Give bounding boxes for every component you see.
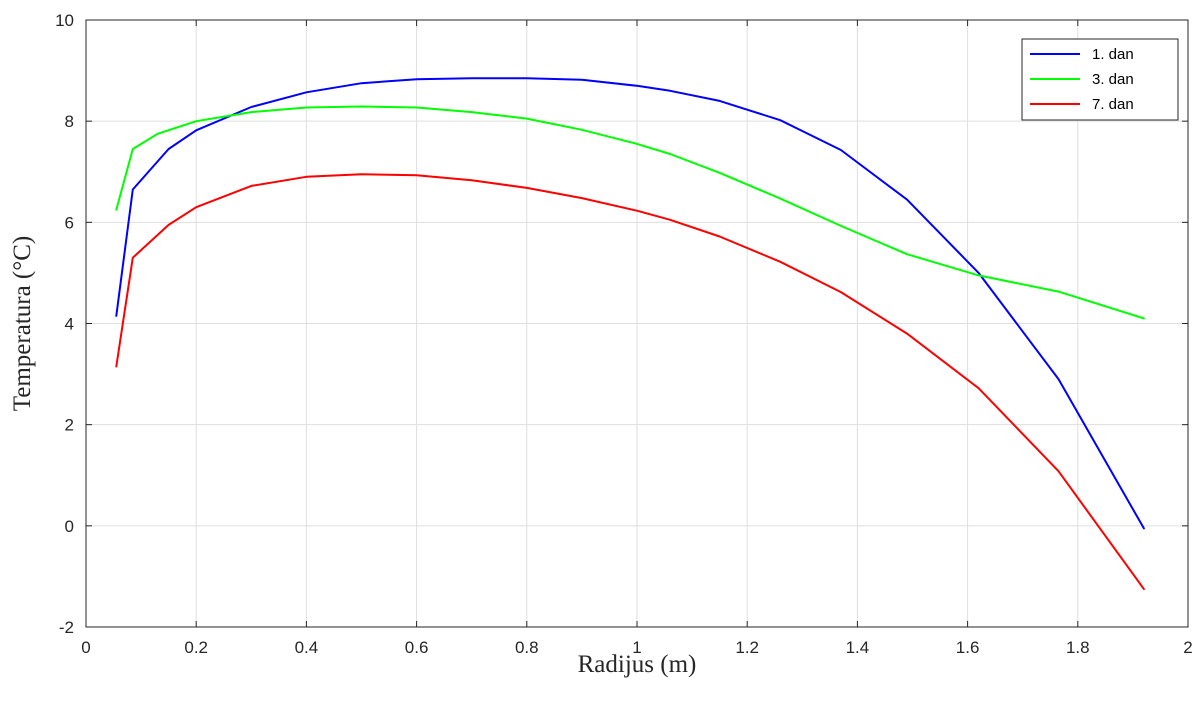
x-tick-label: 1 bbox=[632, 638, 641, 657]
x-tick-label: 1.6 bbox=[956, 638, 980, 657]
y-tick-label: 10 bbox=[55, 11, 74, 30]
x-tick-label: 1.4 bbox=[846, 638, 870, 657]
x-axis-title: Radijus (m) bbox=[578, 651, 697, 678]
legend-label: 3. dan bbox=[1092, 71, 1134, 88]
y-tick-label: 2 bbox=[65, 416, 74, 435]
y-tick-label: 6 bbox=[65, 213, 74, 232]
y-tick-label: 0 bbox=[65, 517, 74, 536]
series-line-3-dan bbox=[115, 105, 1145, 320]
legend: 1. dan 3. dan 7. dan bbox=[1021, 38, 1179, 121]
y-tick-label: 4 bbox=[65, 315, 74, 334]
legend-label: 7. dan bbox=[1092, 96, 1134, 113]
x-tick-label: 1.2 bbox=[735, 638, 759, 657]
x-tick-label: 0.2 bbox=[184, 638, 208, 657]
axis-ticks: 0 0.2 0.4 0.6 0.8 1 1.2 1.4 1.6 1.8 2 -2 0 2 4 6 8 10 bbox=[55, 11, 1193, 657]
x-tick-label: 0.4 bbox=[295, 638, 319, 657]
y-tick-label: -2 bbox=[59, 618, 74, 637]
grid-lines bbox=[86, 20, 1188, 627]
x-tick-label: 0 bbox=[81, 638, 90, 657]
series-line-1-dan bbox=[115, 77, 1145, 530]
y-tick-label: 8 bbox=[65, 112, 74, 131]
x-tick-label: 2 bbox=[1183, 638, 1192, 657]
data-series bbox=[115, 77, 1145, 591]
legend-label: 1. dan bbox=[1092, 46, 1134, 63]
x-tick-label: 1.8 bbox=[1066, 638, 1090, 657]
y-axis-title: Temperatura (°C) bbox=[9, 236, 36, 412]
x-tick-label: 0.6 bbox=[405, 638, 429, 657]
x-tick-label: 0.8 bbox=[515, 638, 539, 657]
series-line-7-dan bbox=[115, 173, 1145, 591]
